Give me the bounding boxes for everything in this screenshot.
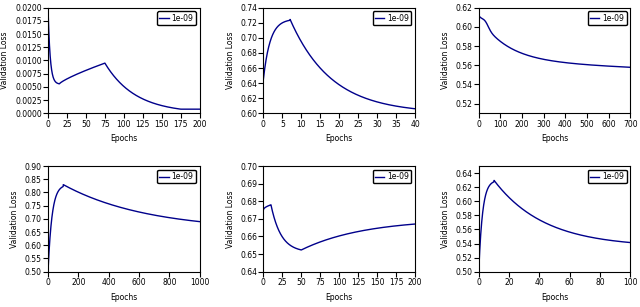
Legend: 1e-09: 1e-09 (588, 11, 627, 25)
Y-axis label: Validation Loss: Validation Loss (225, 190, 235, 248)
Y-axis label: Validation Loss: Validation Loss (225, 32, 235, 89)
Legend: 1e-09: 1e-09 (157, 170, 196, 184)
Legend: 1e-09: 1e-09 (588, 170, 627, 184)
X-axis label: Epochs: Epochs (110, 134, 138, 143)
X-axis label: Epochs: Epochs (326, 293, 353, 301)
Legend: 1e-09: 1e-09 (157, 11, 196, 25)
Legend: 1e-09: 1e-09 (372, 11, 412, 25)
Legend: 1e-09: 1e-09 (372, 170, 412, 184)
X-axis label: Epochs: Epochs (541, 293, 568, 301)
X-axis label: Epochs: Epochs (326, 134, 353, 143)
Y-axis label: Validation Loss: Validation Loss (10, 190, 19, 248)
Y-axis label: Validation Loss: Validation Loss (441, 190, 450, 248)
X-axis label: Epochs: Epochs (110, 293, 138, 301)
Y-axis label: Validation Loss: Validation Loss (1, 32, 10, 89)
Y-axis label: Validation Loss: Validation Loss (441, 32, 450, 89)
X-axis label: Epochs: Epochs (541, 134, 568, 143)
